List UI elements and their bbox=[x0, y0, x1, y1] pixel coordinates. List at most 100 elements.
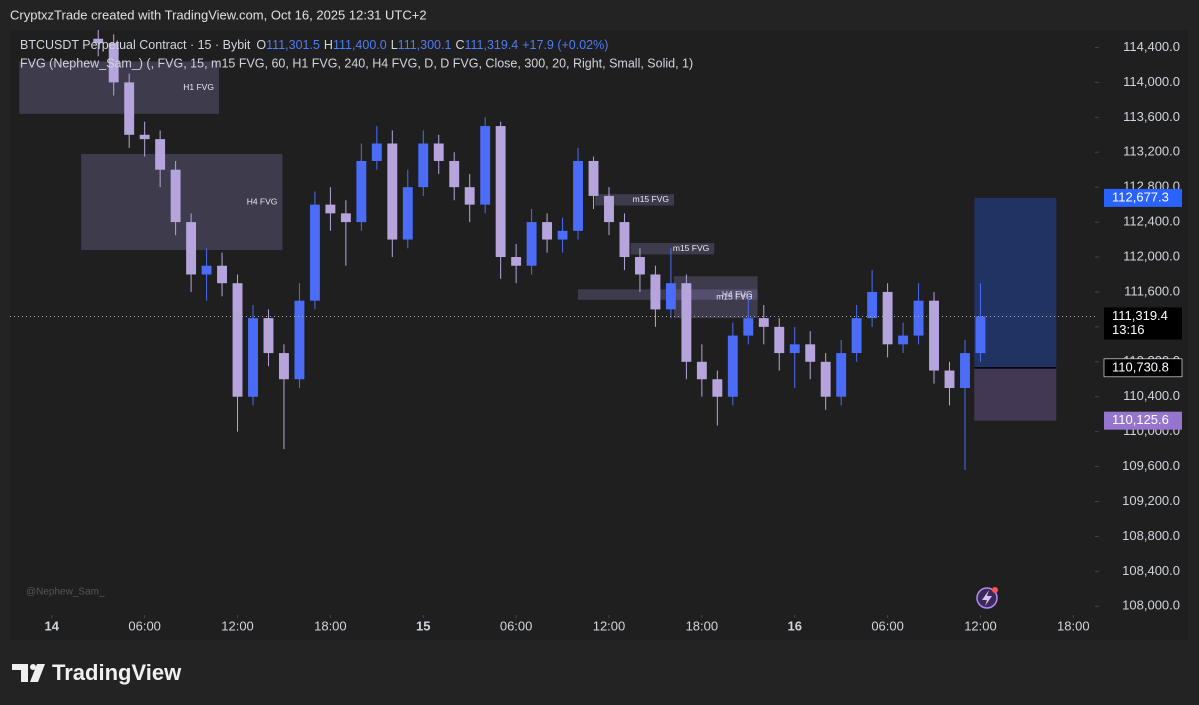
candle-body bbox=[449, 160, 460, 188]
candle-body bbox=[573, 160, 583, 231]
candle-body bbox=[387, 143, 398, 240]
x-tick-label: 18:00 bbox=[686, 618, 719, 633]
ohlc-key: L bbox=[391, 38, 398, 52]
legend: BTCUSDT Perpetual Contract · 15 · Bybit O… bbox=[20, 38, 608, 52]
y-tick-label: 113,200.0 bbox=[1123, 144, 1180, 159]
brand-name: TradingView bbox=[52, 660, 182, 685]
watermark: @Nephew_Sam_ bbox=[26, 587, 105, 598]
candle-body bbox=[712, 379, 723, 397]
x-tick-label: 18:00 bbox=[314, 618, 347, 633]
candle-body bbox=[743, 318, 754, 336]
candle-body bbox=[820, 361, 831, 397]
credit: CryptxzTrade created with TradingView.co… bbox=[10, 7, 427, 22]
candle-body bbox=[464, 187, 475, 205]
candle-body bbox=[155, 139, 166, 170]
x-tick-label: 06:00 bbox=[128, 618, 161, 633]
candle-body bbox=[650, 274, 661, 310]
x-tick-label: 06:00 bbox=[871, 618, 904, 633]
y-tick-label: 112,000.0 bbox=[1123, 248, 1180, 263]
candle-body bbox=[93, 38, 104, 44]
candle-body bbox=[356, 160, 367, 223]
candle-body bbox=[867, 291, 878, 319]
candle-body bbox=[139, 134, 150, 140]
y-tick-label: 108,400.0 bbox=[1122, 563, 1180, 578]
alert-icon bbox=[976, 587, 998, 609]
fvg-zone bbox=[81, 153, 283, 251]
candle-body bbox=[108, 43, 119, 83]
x-tick-label: 18:00 bbox=[1057, 618, 1090, 633]
ohlc-value: 111,400.0 bbox=[333, 38, 387, 52]
candle-body bbox=[836, 353, 847, 397]
y-tick-label: 111,600.0 bbox=[1124, 283, 1180, 298]
fvg-zone bbox=[19, 61, 219, 114]
ohlc-value: 111,301.5 bbox=[266, 38, 320, 52]
candle-body bbox=[588, 160, 599, 196]
ohlc-key: O bbox=[256, 38, 266, 52]
candle-body bbox=[929, 300, 939, 371]
indicator-legend: FVG (Nephew_Sam_) (, FVG, 15, m15 FVG, 6… bbox=[20, 56, 693, 70]
candle-body bbox=[232, 283, 243, 397]
candle-body bbox=[279, 353, 289, 380]
fvg-zone bbox=[595, 194, 675, 206]
y-tick-label: 114,000.0 bbox=[1123, 74, 1180, 89]
last-price-label: 111,319.4 bbox=[1112, 308, 1168, 323]
candle-body bbox=[960, 353, 970, 388]
fvg-label: m15 FVG bbox=[673, 243, 709, 253]
y-tick-label: 113,600.0 bbox=[1123, 109, 1180, 124]
fvg-label: H4 FVG bbox=[722, 289, 753, 299]
ohlc-value: 111,319.4 bbox=[464, 38, 518, 52]
fvg-label: m15 FVG bbox=[716, 291, 752, 301]
x-tick-label: 06:00 bbox=[500, 618, 533, 633]
candle-body bbox=[263, 318, 274, 354]
candle-body bbox=[913, 300, 924, 336]
candle-body bbox=[789, 344, 800, 354]
candle-body bbox=[665, 283, 676, 310]
candle-body bbox=[774, 326, 785, 354]
price-tag-label: 112,677.3 bbox=[1112, 189, 1169, 204]
fvg-label: m15 FVG bbox=[633, 194, 669, 204]
candle-body bbox=[170, 169, 181, 223]
x-tick-label: 12:00 bbox=[964, 618, 997, 633]
candle-body bbox=[402, 187, 413, 240]
candle-body bbox=[418, 143, 429, 188]
last-price-tag bbox=[1104, 307, 1182, 340]
candle-body bbox=[619, 222, 630, 258]
candle-body bbox=[433, 143, 444, 161]
ohlc-value: 111,300.1 bbox=[398, 38, 452, 52]
x-tick-label: 16 bbox=[787, 618, 801, 633]
fvg-label: H1 FVG bbox=[183, 82, 214, 92]
price-tag-label: 110,125.6 bbox=[1112, 412, 1169, 427]
candle-body bbox=[604, 195, 614, 223]
candle-body bbox=[248, 318, 258, 397]
candle-body bbox=[526, 222, 537, 266]
candle-body bbox=[217, 265, 227, 284]
y-tick-label: 109,600.0 bbox=[1122, 458, 1180, 473]
y-tick-label: 109,200.0 bbox=[1122, 493, 1180, 508]
candle-body bbox=[851, 318, 862, 354]
candle-body bbox=[325, 204, 336, 214]
price-tag bbox=[1103, 358, 1183, 378]
candle-body bbox=[186, 222, 197, 275]
candle-body bbox=[727, 335, 738, 397]
candle-body bbox=[340, 213, 351, 223]
stop-zone bbox=[974, 367, 1057, 421]
price-tag-label: 110,730.8 bbox=[1112, 359, 1169, 374]
candle-body bbox=[681, 283, 692, 362]
ohlc-key: H bbox=[324, 38, 333, 52]
candle-body bbox=[371, 143, 382, 161]
plot-layer: 108,000.0 108,400.0 108,800.0 109,200.0 109,… bbox=[10, 30, 1183, 633]
candle-body bbox=[882, 291, 893, 345]
ohlc-key: C bbox=[455, 38, 464, 52]
y-tick-label: 108,000.0 bbox=[1122, 598, 1180, 613]
y-tick-label: 110,400.0 bbox=[1123, 388, 1180, 403]
candle-body bbox=[758, 318, 769, 327]
target-zone bbox=[974, 197, 1057, 368]
x-tick-label: 12:00 bbox=[221, 618, 254, 633]
x-tick-label: 12:00 bbox=[593, 618, 626, 633]
candle-body bbox=[634, 257, 645, 275]
x-tick-label: 14 bbox=[45, 618, 60, 633]
change: +17.9 (+0.02%) bbox=[522, 38, 608, 52]
x-tick-label: 15 bbox=[416, 618, 430, 633]
